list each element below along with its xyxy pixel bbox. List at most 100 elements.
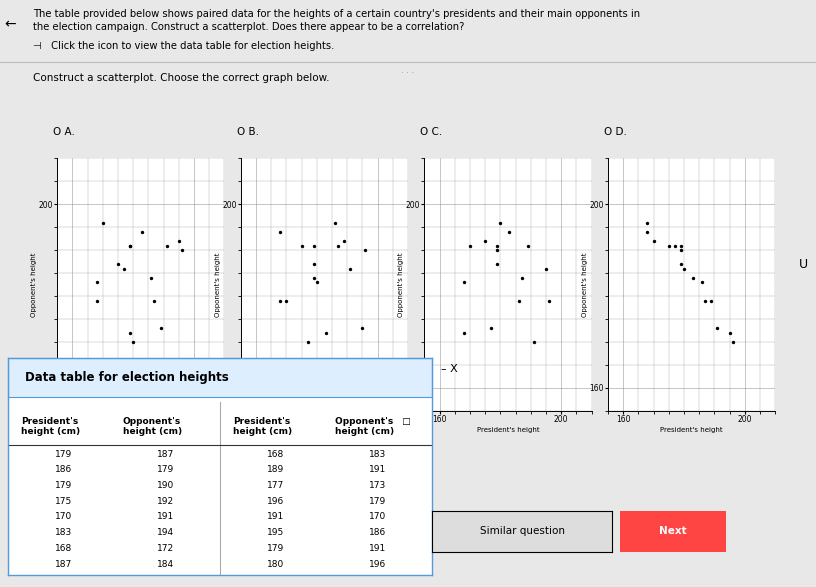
Text: 183: 183 [369,450,386,458]
Text: 170: 170 [55,512,72,521]
Point [527,338,540,347]
Point [175,245,188,255]
Point [148,296,161,305]
Y-axis label: Opponent's height: Opponent's height [582,252,588,317]
Point [463,241,477,251]
Point [485,323,498,333]
Text: 196: 196 [267,497,284,506]
Point [145,273,158,282]
Point [329,218,342,227]
Text: 179: 179 [157,465,174,474]
Text: 173: 173 [369,481,386,490]
Point [515,273,528,282]
Point [90,278,103,287]
Point [503,227,516,237]
Text: Data table for election heights: Data table for election heights [25,371,228,384]
Text: Construct a scatterplot. Choose the correct graph below.: Construct a scatterplot. Choose the corr… [33,73,329,83]
Text: Opponent's
height (cm): Opponent's height (cm) [122,417,182,436]
Point [677,264,690,274]
Point [726,338,739,347]
Text: Similar question: Similar question [480,526,565,537]
Text: 183: 183 [55,528,72,537]
Text: 180: 180 [267,560,284,569]
Point [539,264,552,274]
Text: 179: 179 [369,497,386,506]
Point [723,328,736,338]
Text: President's
height (cm): President's height (cm) [21,417,80,436]
Point [674,241,687,251]
Text: U: U [799,258,808,271]
Point [686,273,699,282]
Point [135,227,149,237]
Point [494,218,507,227]
Y-axis label: Opponent's height: Opponent's height [31,252,37,317]
Point [90,296,103,305]
Point [118,264,131,274]
Point [674,259,687,269]
Point [490,259,503,269]
Point [301,338,314,347]
Point [356,323,369,333]
Point [307,259,320,269]
FancyBboxPatch shape [8,358,432,397]
X-axis label: President's height: President's height [660,427,723,433]
Text: 196: 196 [369,560,386,569]
Text: O B.: O B. [237,127,259,137]
Text: 179: 179 [55,450,72,458]
Point [280,296,293,305]
Point [457,328,470,338]
Y-axis label: Opponent's height: Opponent's height [398,252,404,317]
X-axis label: President's height: President's height [293,427,356,433]
Point [696,278,709,287]
Point [319,328,332,338]
Point [344,264,357,274]
Point [310,278,323,287]
Point [705,296,718,305]
Point [479,237,492,246]
Text: Opponent's □
height (cm): Opponent's □ height (cm) [335,417,410,436]
Text: 184: 184 [157,560,174,569]
Point [698,296,712,305]
Text: – X: – X [441,364,458,374]
Point [331,241,344,251]
Text: 175: 175 [55,497,72,506]
X-axis label: President's height: President's height [109,427,172,433]
Text: 191: 191 [157,512,174,521]
Point [668,241,681,251]
Point [307,273,320,282]
Point [307,241,320,251]
Text: 168: 168 [267,450,284,458]
Text: O A.: O A. [53,127,75,137]
Text: 177: 177 [267,481,284,490]
Point [126,338,140,347]
Point [674,245,687,255]
Point [512,296,526,305]
Text: 192: 192 [157,497,174,506]
Text: 179: 179 [267,544,284,553]
Text: 187: 187 [157,450,174,458]
Point [123,328,136,338]
Point [543,296,556,305]
Point [338,237,351,246]
Text: . . .: . . . [401,66,415,75]
Point [521,241,534,251]
Point [96,218,109,227]
Text: 195: 195 [267,528,284,537]
Y-axis label: Opponent's height: Opponent's height [215,252,220,317]
Text: 189: 189 [267,465,284,474]
Text: O D.: O D. [604,127,627,137]
Point [273,227,286,237]
Text: The table provided below shows paired data for the heights of a certain country': The table provided below shows paired da… [33,9,640,19]
Text: 191: 191 [267,512,284,521]
Point [295,241,308,251]
Text: 172: 172 [157,544,174,553]
Point [154,323,167,333]
Point [273,296,286,305]
Point [359,245,372,255]
Text: 186: 186 [55,465,72,474]
Text: 187: 187 [55,560,72,569]
Text: President's
height (cm): President's height (cm) [233,417,292,436]
Text: Next: Next [659,526,687,537]
Text: 191: 191 [369,544,386,553]
Text: O C.: O C. [420,127,442,137]
